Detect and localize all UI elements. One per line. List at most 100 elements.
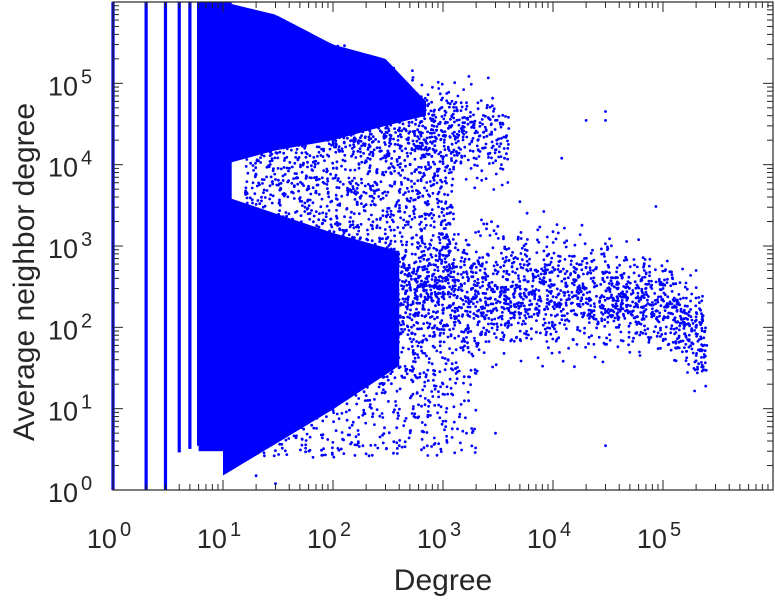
scatter-point: [392, 283, 396, 286]
scatter-point: [353, 72, 357, 76]
scatter-point: [245, 180, 249, 184]
scatter-point: [362, 151, 365, 155]
scatter-point: [331, 264, 335, 267]
scatter-point: [504, 299, 508, 303]
scatter-point: [446, 121, 449, 124]
scatter-point: [457, 130, 461, 133]
scatter-point: [250, 198, 254, 202]
scatter-point: [377, 188, 380, 192]
scatter-point: [249, 282, 253, 285]
scatter-point: [641, 313, 645, 317]
scatter-point: [450, 157, 453, 160]
scatter-point: [373, 180, 377, 184]
scatter-point: [285, 144, 289, 148]
scatter-point: [507, 309, 511, 312]
scatter-point: [675, 306, 678, 309]
scatter-point: [331, 299, 335, 302]
scatter-point: [673, 316, 677, 320]
scatter-point: [462, 115, 466, 119]
scatter-point: [485, 313, 488, 317]
scatter-point: [380, 412, 384, 415]
scatter-point: [388, 304, 392, 308]
scatter-point: [298, 251, 302, 255]
scatter-point: [375, 120, 379, 123]
scatter-point: [618, 309, 622, 313]
scatter-point: [383, 232, 387, 236]
scatter-point: [252, 437, 256, 440]
scatter-point: [367, 143, 371, 147]
scatter-point: [327, 195, 331, 199]
scatter-point: [446, 145, 450, 149]
scatter-point: [335, 186, 339, 189]
scatter-point: [559, 289, 563, 292]
scatter-point: [385, 315, 389, 318]
scatter-point: [494, 232, 498, 236]
scatter-point: [451, 238, 455, 241]
scatter-point: [329, 172, 332, 176]
scatter-point: [422, 148, 426, 151]
scatter-point: [482, 326, 486, 330]
scatter-point: [294, 151, 298, 155]
scatter-point: [366, 246, 370, 250]
scatter-point: [341, 286, 345, 290]
scatter-point: [414, 252, 417, 256]
scatter-point: [480, 314, 484, 318]
scatter-point: [547, 252, 551, 256]
scatter-point: [292, 177, 295, 181]
scatter-point: [437, 303, 441, 306]
scatter-point: [276, 167, 280, 170]
scatter-point: [393, 142, 397, 146]
scatter-point: [450, 114, 454, 118]
scatter-point: [261, 205, 265, 209]
scatter-point: [680, 321, 683, 325]
scatter-point: [352, 309, 356, 313]
scatter-point: [250, 186, 254, 190]
scatter-point: [643, 258, 647, 261]
scatter-point: [553, 303, 557, 306]
scatter-point: [512, 316, 515, 319]
scatter-point: [316, 183, 320, 187]
scatter-point: [648, 270, 652, 274]
scatter-point: [315, 175, 318, 179]
scatter-point: [608, 333, 611, 336]
scatter-point: [413, 129, 417, 133]
scatter-point: [278, 209, 281, 213]
scatter-point: [311, 254, 315, 258]
scatter-point: [241, 382, 245, 386]
scatter-point: [607, 308, 610, 311]
scatter-point: [383, 228, 387, 231]
scatter-point: [454, 159, 458, 163]
scatter-point: [601, 306, 605, 310]
scatter-point: [445, 206, 449, 210]
scatter-point: [574, 294, 578, 298]
scatter-point: [420, 235, 424, 238]
degree-column: [196, 2, 201, 446]
scatter-point: [380, 261, 384, 265]
scatter-point: [436, 287, 440, 291]
scatter-point: [355, 115, 359, 119]
scatter-point: [454, 348, 458, 352]
scatter-point: [547, 321, 551, 325]
scatter-point: [378, 117, 382, 121]
scatter-point: [451, 262, 454, 266]
scatter-point: [479, 99, 483, 102]
scatter-point: [389, 228, 393, 232]
scatter-point: [443, 357, 447, 360]
scatter-point: [341, 263, 344, 267]
scatter-point: [274, 151, 278, 155]
scatter-point: [416, 344, 420, 348]
scatter-point: [373, 192, 376, 195]
scatter-point: [640, 305, 643, 309]
scatter-point: [642, 305, 646, 308]
scatter-point: [352, 83, 355, 87]
scatter-point: [360, 202, 363, 206]
scatter-point: [575, 343, 579, 346]
scatter-point: [515, 267, 519, 271]
scatter-point: [367, 300, 371, 304]
scatter-point: [382, 278, 386, 282]
scatter-point: [434, 258, 438, 262]
scatter-point: [392, 303, 396, 307]
scatter-point: [425, 136, 429, 140]
scatter-point: [253, 251, 257, 255]
scatter-point: [474, 129, 478, 133]
